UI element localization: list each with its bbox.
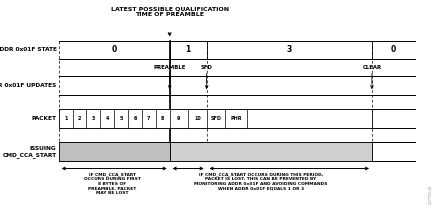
Text: PACKET: PACKET <box>32 116 56 121</box>
Text: 0: 0 <box>390 45 395 54</box>
Text: IF CMD_CCA_START OCCURS DURING THIS PERIOD,
PACKET IS LOST. THIS CAN BE PREVENTE: IF CMD_CCA_START OCCURS DURING THIS PERI… <box>194 173 327 191</box>
Text: PREAMBLE: PREAMBLE <box>153 65 185 70</box>
Text: 1: 1 <box>185 45 191 54</box>
Text: 0: 0 <box>111 45 117 54</box>
Text: C27790-16: C27790-16 <box>428 184 432 204</box>
Text: 8: 8 <box>161 116 164 121</box>
Text: SFD: SFD <box>210 116 220 121</box>
Text: ISSUING
CMD_CCA_START: ISSUING CMD_CCA_START <box>3 146 56 158</box>
Text: 4: 4 <box>105 116 108 121</box>
Text: 1: 1 <box>64 116 67 121</box>
Text: 2: 2 <box>78 116 81 121</box>
Text: 3: 3 <box>92 116 95 121</box>
Text: SFD: SFD <box>200 65 212 70</box>
Text: LATEST POSSIBLE QUALIFICATION
TIME OF PREAMBLE: LATEST POSSIBLE QUALIFICATION TIME OF PR… <box>110 6 228 17</box>
Text: 10: 10 <box>194 116 201 121</box>
Text: 6: 6 <box>133 116 136 121</box>
Text: ADDR 0x01F STATE: ADDR 0x01F STATE <box>0 47 56 52</box>
Text: CLEAR: CLEAR <box>362 65 381 70</box>
Text: 7: 7 <box>147 116 150 121</box>
Bar <box>59 109 371 128</box>
Bar <box>169 142 371 161</box>
Text: 9: 9 <box>177 116 180 121</box>
Text: PHR: PHR <box>230 116 241 121</box>
Text: IF CMD_CCA_START
OCCURS DURING FIRST
8 BYTES OF
PREAMBLE, PACKET
MAY BE LOST: IF CMD_CCA_START OCCURS DURING FIRST 8 B… <box>84 173 140 195</box>
Bar <box>59 142 169 161</box>
Text: 5: 5 <box>119 116 122 121</box>
Text: ADDR 0x01F UPDATES: ADDR 0x01F UPDATES <box>0 83 56 88</box>
Text: 3: 3 <box>286 45 291 54</box>
